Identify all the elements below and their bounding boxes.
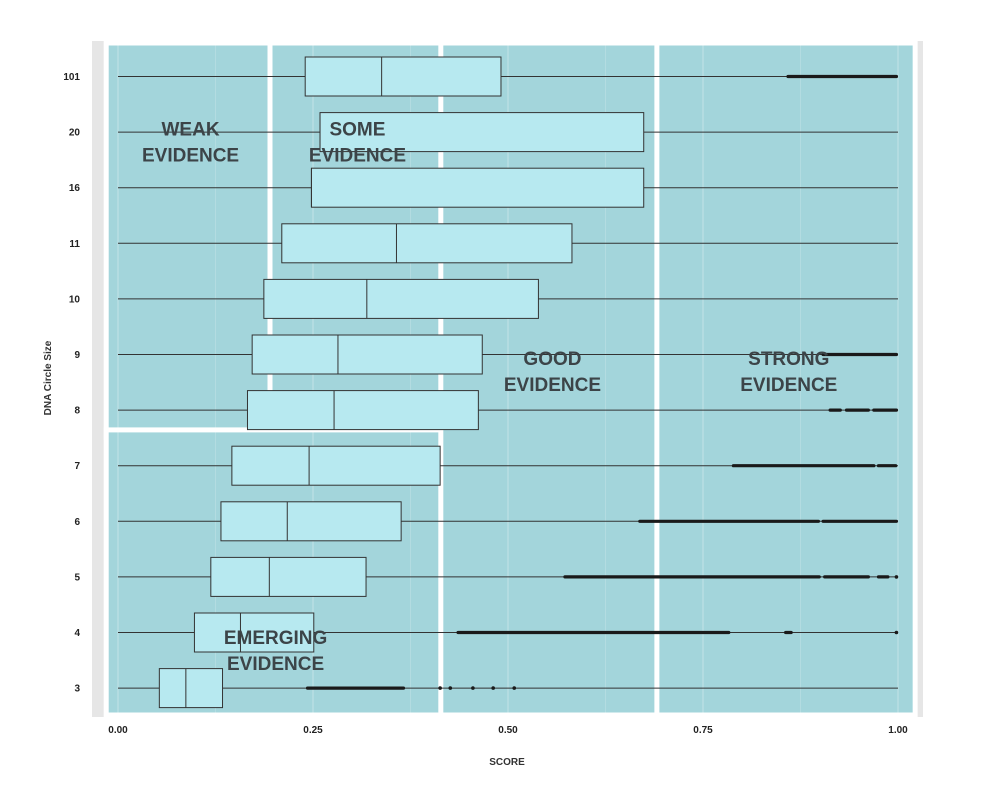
y-tick-label: 7 bbox=[74, 461, 80, 472]
region-label-weak: WEAK bbox=[162, 119, 220, 140]
y-tick-label: 101 bbox=[63, 72, 80, 83]
x-tick-label: 0.75 bbox=[693, 725, 713, 736]
x-tick-label: 0.50 bbox=[498, 725, 518, 736]
box-row-4 bbox=[118, 612, 899, 653]
y-tick-label: 3 bbox=[74, 684, 80, 695]
box bbox=[310, 167, 645, 208]
box bbox=[158, 668, 224, 709]
box-row-9 bbox=[118, 334, 899, 375]
outlier-point bbox=[894, 575, 899, 579]
x-tick-label: 1.00 bbox=[888, 725, 908, 736]
y-axis-title: DNA Circle Size bbox=[43, 340, 54, 415]
x-axis-title: SCORE bbox=[489, 757, 525, 768]
box-row-10 bbox=[118, 278, 898, 319]
region-label-strong: STRONG bbox=[748, 349, 829, 370]
outlier-point bbox=[471, 686, 475, 690]
region-label-emerging: EVIDENCE bbox=[227, 654, 324, 675]
y-tick-label: 5 bbox=[74, 572, 80, 583]
y-tick-label: 6 bbox=[74, 517, 80, 528]
box bbox=[304, 56, 502, 97]
outlier-point bbox=[894, 630, 899, 635]
box-row-5 bbox=[118, 556, 899, 597]
box-row-101 bbox=[118, 56, 899, 97]
box bbox=[281, 223, 573, 264]
box-row-8 bbox=[118, 390, 899, 431]
box bbox=[231, 445, 441, 486]
y-axis-tick-labels: 3 4 5 6 7 8 9 10 11 16 20 101 bbox=[63, 72, 80, 695]
outlier-point bbox=[438, 686, 442, 690]
box-row-7 bbox=[118, 445, 898, 486]
box bbox=[251, 334, 483, 375]
y-tick-label: 20 bbox=[69, 128, 81, 139]
outlier-point bbox=[448, 686, 453, 690]
region-label-good: GOOD bbox=[523, 349, 581, 370]
x-tick-label: 0.25 bbox=[303, 725, 323, 736]
box-row-6 bbox=[118, 501, 899, 542]
box-series bbox=[118, 56, 899, 709]
y-tick-label: 8 bbox=[74, 406, 80, 417]
outlier-point bbox=[491, 686, 495, 690]
x-axis-tick-labels: 0.00 0.25 0.50 0.75 1.00 bbox=[108, 725, 908, 736]
y-tick-label: 4 bbox=[74, 628, 80, 639]
region-weak bbox=[103, 40, 278, 440]
box-row-3 bbox=[118, 668, 898, 709]
region-good bbox=[438, 40, 665, 718]
x-tick-label: 0.00 bbox=[108, 725, 128, 736]
y-tick-label: 9 bbox=[74, 350, 80, 361]
box bbox=[210, 556, 367, 597]
y-tick-label: 10 bbox=[69, 294, 81, 305]
region-label-some: SOME bbox=[329, 119, 385, 140]
box bbox=[220, 501, 402, 542]
region-label-some: EVIDENCE bbox=[309, 145, 406, 166]
box bbox=[193, 612, 315, 653]
y-tick-label: 11 bbox=[69, 239, 80, 250]
box bbox=[263, 278, 539, 319]
y-tick-label: 16 bbox=[69, 183, 81, 194]
region-label-weak: EVIDENCE bbox=[142, 145, 239, 166]
outlier-point bbox=[512, 686, 517, 690]
box bbox=[246, 390, 479, 431]
region-labels: WEAK EVIDENCE SOME EVIDENCE EMERGING EVIDENCE… bbox=[142, 119, 837, 674]
box-row-16 bbox=[118, 167, 898, 208]
vertical-gridlines bbox=[117, 44, 899, 714]
box-row-11 bbox=[118, 223, 898, 264]
region-label-strong: EVIDENCE bbox=[740, 375, 837, 396]
box-row-20 bbox=[118, 112, 898, 153]
region-label-good: EVIDENCE bbox=[504, 375, 601, 396]
region-label-emerging: EMERGING bbox=[224, 628, 327, 649]
region-strong bbox=[654, 40, 918, 718]
